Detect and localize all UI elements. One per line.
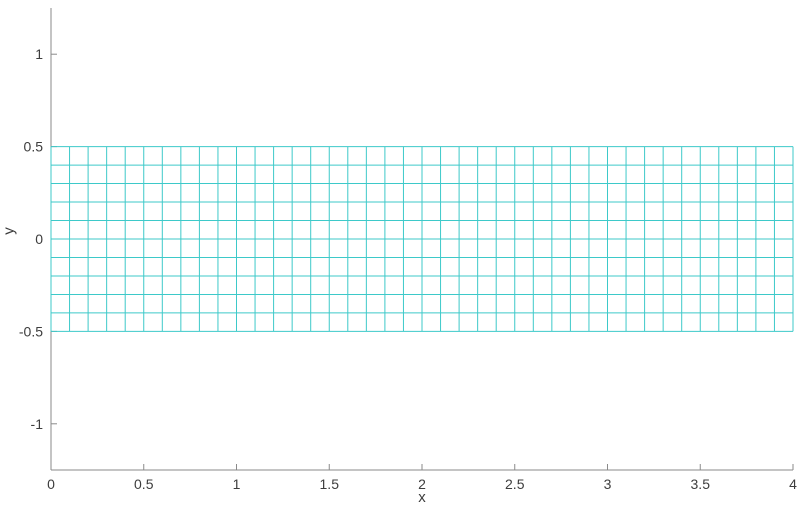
y-tick-label: 1 [35, 46, 43, 62]
y-axis-label: y [0, 227, 18, 235]
y-tick-label: -0.5 [19, 323, 43, 339]
y-tick-label: -1 [31, 416, 44, 432]
x-tick-label: 1 [233, 476, 241, 492]
x-tick-label: 3 [604, 476, 612, 492]
x-tick-label: 4 [789, 476, 797, 492]
x-tick-label: 0 [47, 476, 55, 492]
x-tick-label: 2.5 [505, 476, 525, 492]
y-tick-label: 0 [35, 231, 43, 247]
x-axis-label: x [418, 489, 426, 506]
x-tick-label: 0.5 [134, 476, 154, 492]
x-tick-label: 2 [418, 476, 426, 492]
y-tick-label: 0.5 [24, 139, 44, 155]
x-tick-label: 1.5 [320, 476, 340, 492]
x-tick-label: 3.5 [691, 476, 711, 492]
